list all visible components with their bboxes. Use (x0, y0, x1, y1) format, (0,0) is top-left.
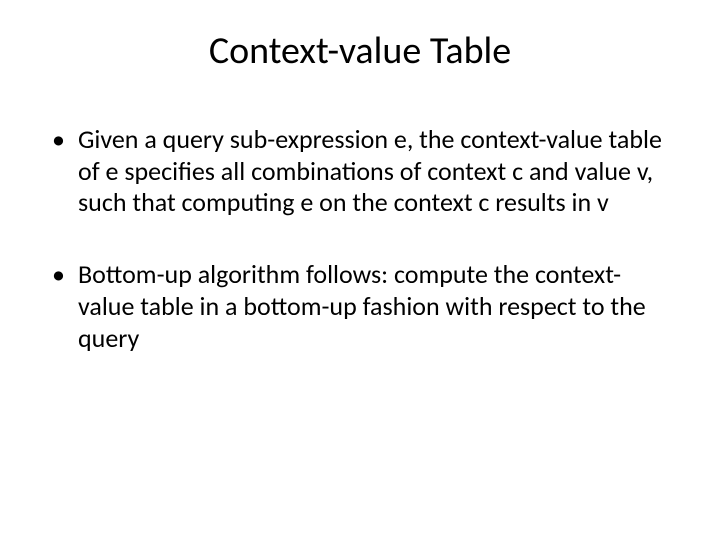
slide-title: Context-value Table (50, 28, 670, 74)
bullet-list: Given a query sub-expression e, the cont… (50, 124, 670, 354)
list-item: Bottom-up algorithm follows: compute the… (50, 259, 670, 354)
bullet-text: Bottom-up algorithm follows: compute the… (78, 258, 646, 353)
list-item: Given a query sub-expression e, the cont… (50, 124, 670, 219)
slide: Context-value Table Given a query sub-ex… (0, 0, 720, 540)
bullet-text: Given a query sub-expression e, the cont… (78, 123, 662, 218)
